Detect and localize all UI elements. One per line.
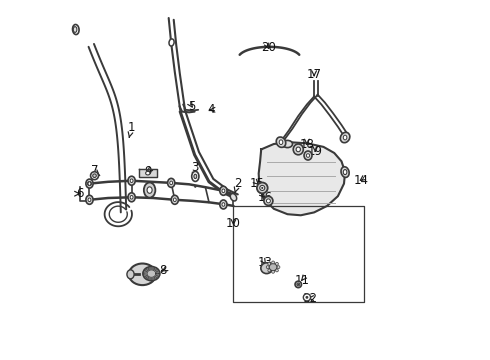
Text: 5: 5 [188,100,196,113]
Ellipse shape [195,186,196,188]
Text: 17: 17 [307,68,321,81]
Ellipse shape [260,185,265,190]
Text: 6: 6 [74,187,84,200]
Ellipse shape [261,187,263,189]
Circle shape [268,269,270,272]
Circle shape [266,266,269,269]
Circle shape [277,266,280,269]
Text: 2: 2 [234,177,242,193]
Ellipse shape [91,172,98,180]
Ellipse shape [222,203,225,206]
Ellipse shape [194,174,197,179]
Ellipse shape [169,39,174,46]
Ellipse shape [128,176,135,185]
Ellipse shape [306,154,310,157]
Ellipse shape [222,189,225,193]
Ellipse shape [279,140,283,145]
Ellipse shape [74,27,77,32]
Ellipse shape [173,198,176,202]
Ellipse shape [88,198,91,202]
Circle shape [303,294,311,301]
Ellipse shape [144,183,155,198]
Ellipse shape [88,182,91,185]
Circle shape [271,261,274,264]
Ellipse shape [86,179,93,188]
Ellipse shape [170,181,172,185]
Polygon shape [259,142,345,215]
Ellipse shape [130,179,133,183]
Polygon shape [139,169,157,177]
Ellipse shape [269,264,277,271]
Ellipse shape [192,171,199,181]
Text: 20: 20 [261,41,276,54]
Text: 7: 7 [91,165,100,177]
Ellipse shape [143,266,160,281]
Ellipse shape [295,281,301,288]
Ellipse shape [86,195,93,204]
Circle shape [268,262,270,265]
Text: 4: 4 [207,103,215,116]
Ellipse shape [343,170,347,175]
Text: 9: 9 [144,165,152,178]
Ellipse shape [147,187,152,193]
Ellipse shape [304,151,312,160]
Ellipse shape [128,193,135,202]
Ellipse shape [168,178,175,187]
Ellipse shape [341,132,350,143]
Circle shape [87,181,92,186]
Ellipse shape [220,186,227,195]
Ellipse shape [296,147,300,152]
Circle shape [275,262,278,265]
Text: 8: 8 [159,264,168,277]
Ellipse shape [146,171,150,175]
Ellipse shape [220,200,227,209]
Ellipse shape [276,137,286,147]
Text: 15: 15 [250,177,265,190]
Circle shape [275,269,278,272]
Ellipse shape [261,263,272,274]
Ellipse shape [341,167,349,177]
Ellipse shape [171,195,178,204]
Circle shape [305,296,308,299]
Ellipse shape [73,24,79,35]
Ellipse shape [282,140,293,148]
Ellipse shape [257,183,268,193]
Circle shape [297,283,299,285]
Ellipse shape [130,195,133,199]
Text: 10: 10 [226,217,241,230]
Text: 14: 14 [353,174,368,186]
Text: 1: 1 [128,121,135,137]
Text: 11: 11 [294,274,309,287]
Ellipse shape [230,194,237,201]
Ellipse shape [293,144,303,155]
Text: 13: 13 [257,256,272,269]
Text: 18: 18 [299,138,315,150]
Ellipse shape [267,199,270,203]
Text: 16: 16 [257,191,272,204]
Ellipse shape [343,135,347,140]
Text: 19: 19 [308,145,323,158]
Text: 3: 3 [191,161,198,177]
Ellipse shape [297,283,300,286]
Ellipse shape [129,264,156,285]
Ellipse shape [93,174,97,177]
Ellipse shape [127,270,134,279]
Circle shape [271,270,274,273]
Ellipse shape [264,197,273,205]
Text: 12: 12 [302,292,318,305]
